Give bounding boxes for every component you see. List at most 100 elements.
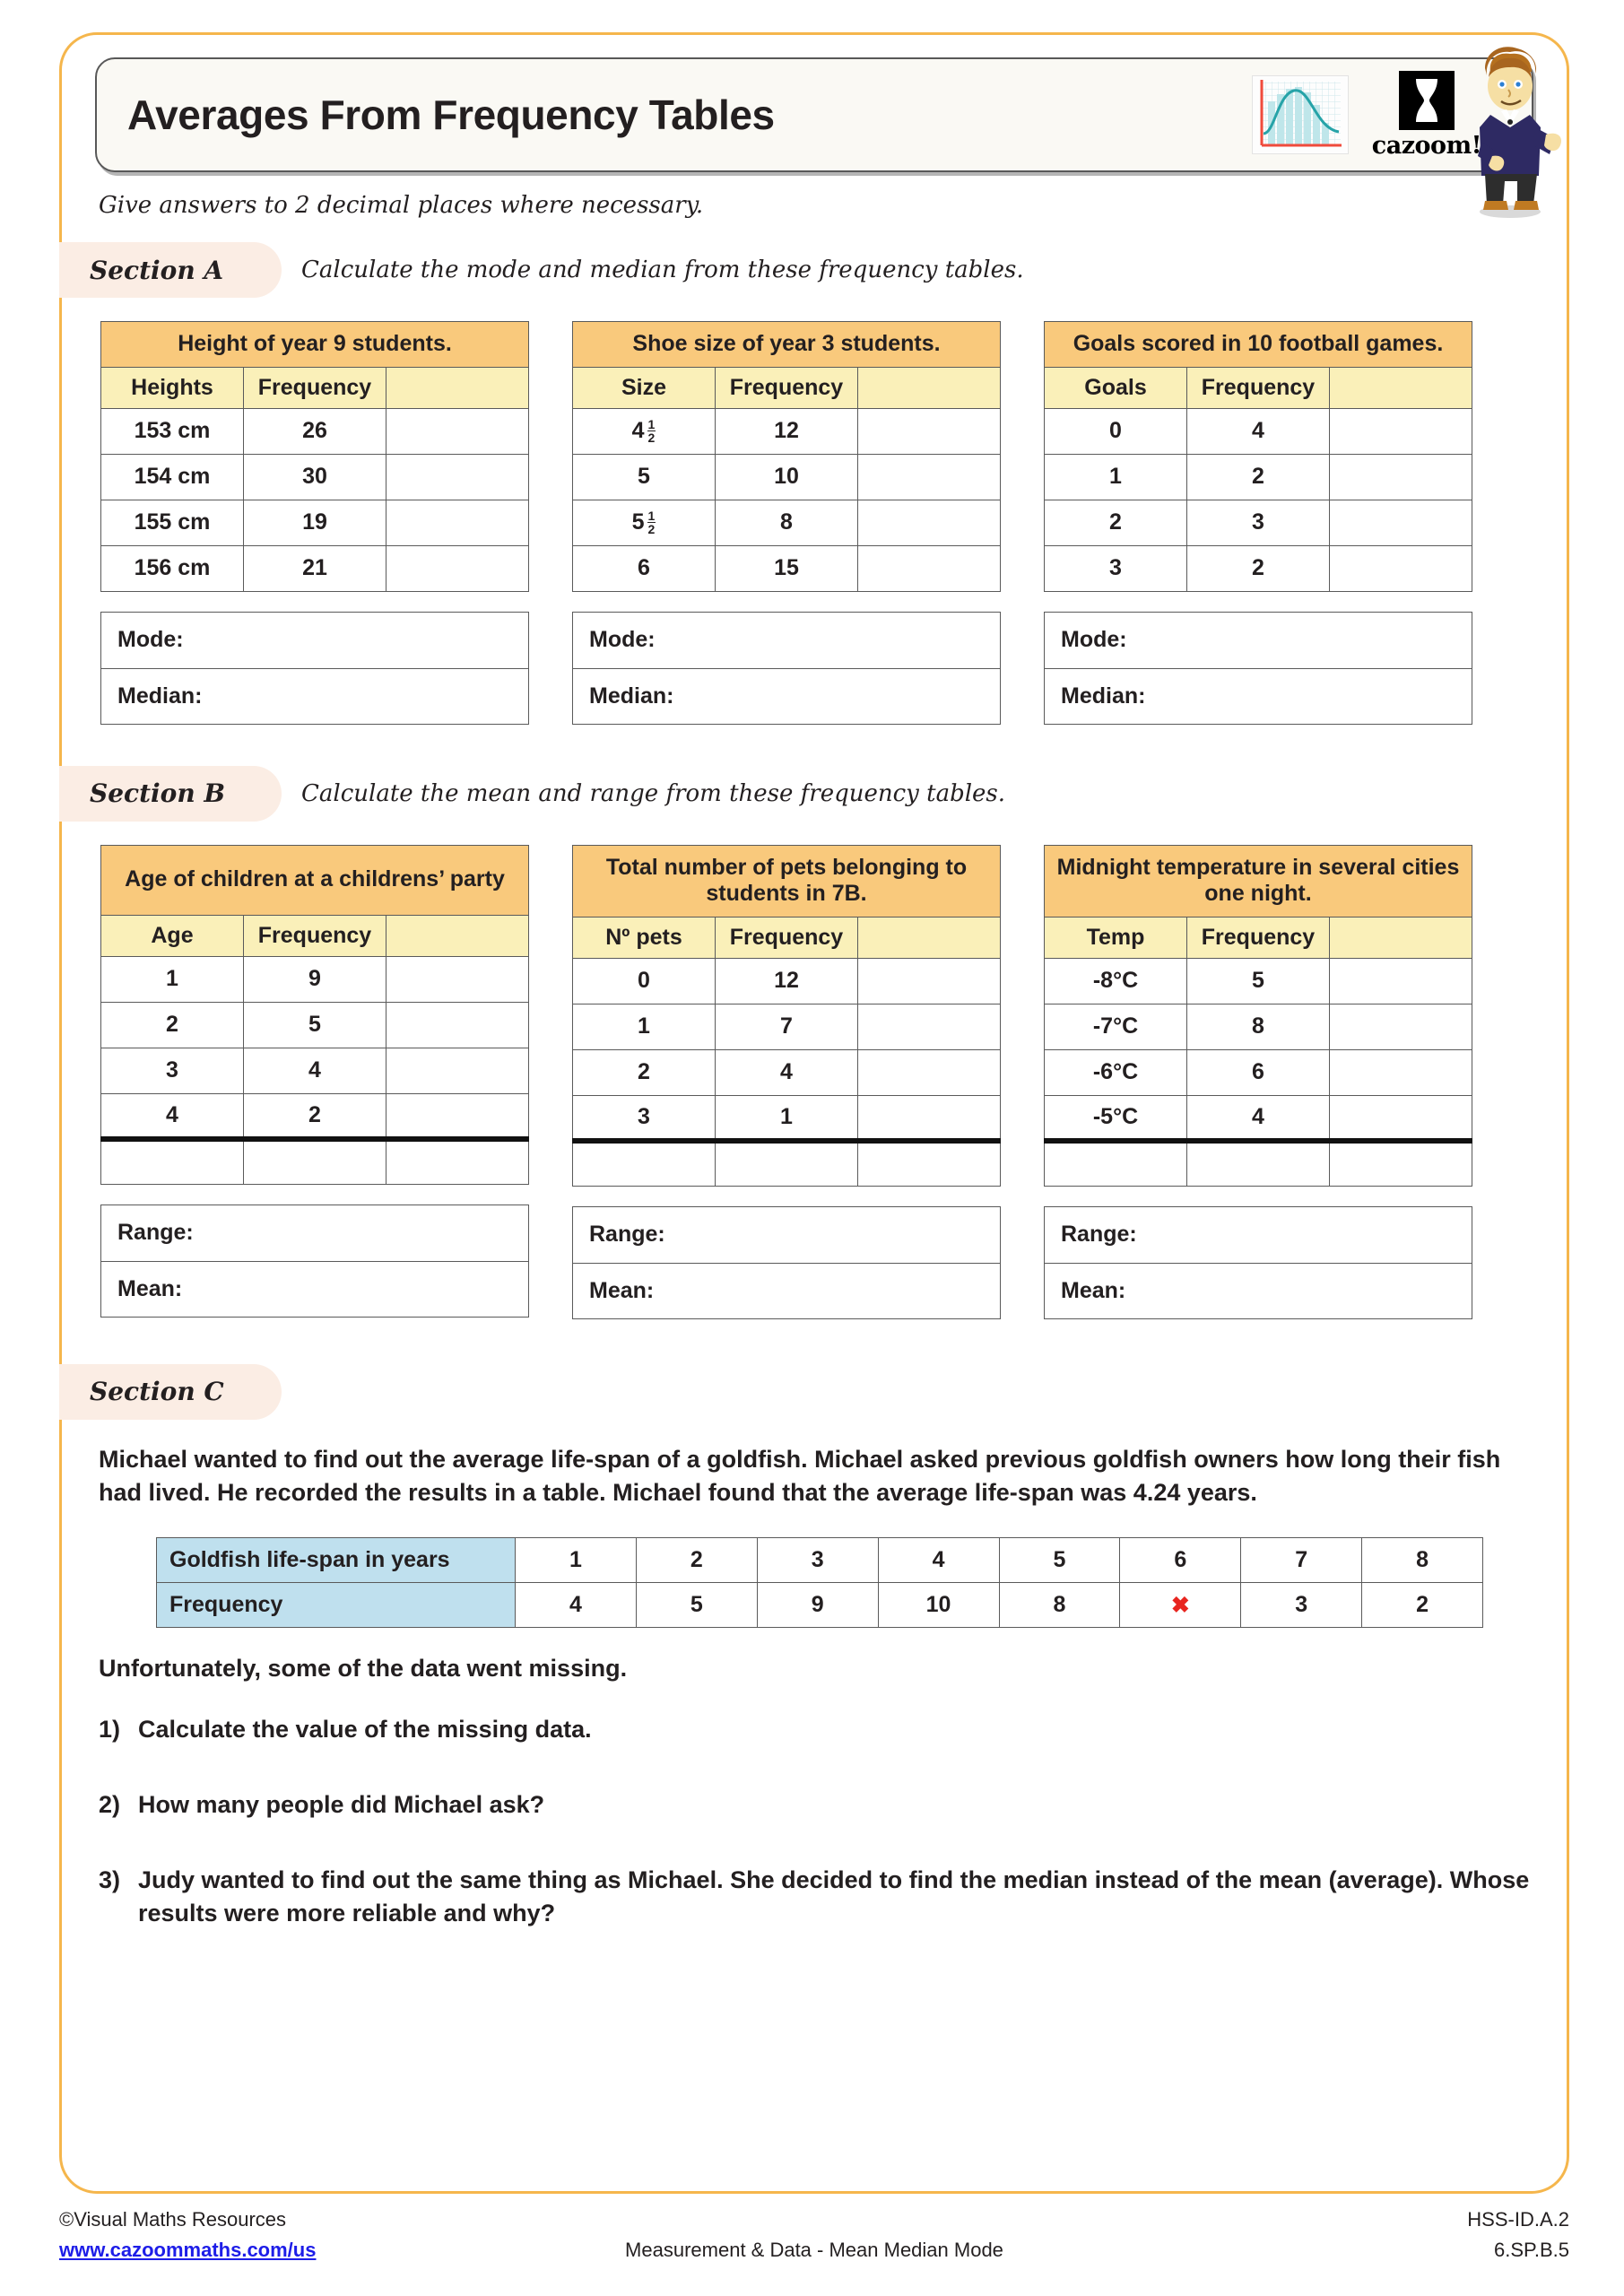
table-block-shoe-size: Shoe size of year 3 students. Size Frequ…	[572, 321, 1001, 725]
answer-box-group: Mode: Median:	[1044, 611, 1472, 725]
answer-row-mean[interactable]: Mean:	[101, 1260, 528, 1317]
frequency-table-goals: Goals scored in 10 football games. Goals…	[1044, 321, 1472, 592]
table-block-pets: Total number of pets belonging to studen…	[572, 844, 1001, 1319]
table-block-temperature: Midnight temperature in several cities o…	[1044, 844, 1472, 1319]
table-row: 1 9	[100, 955, 529, 1003]
work-cell[interactable]	[857, 1003, 1001, 1050]
footer-copyright: ©Visual Maths Resources	[59, 2208, 287, 2231]
column-header: Frequency	[715, 916, 858, 959]
lifespan-cell: 8	[1361, 1537, 1483, 1584]
section-a-tables: Height of year 9 students. Heights Frequ…	[100, 321, 1532, 725]
total-cell[interactable]	[857, 1140, 1001, 1187]
frequency-cell: 19	[243, 499, 386, 546]
work-cell[interactable]	[1329, 1094, 1472, 1144]
total-cell[interactable]	[1044, 1140, 1187, 1187]
work-cell[interactable]	[386, 453, 529, 500]
frequency-cell: 12	[715, 407, 858, 455]
total-cell[interactable]	[386, 1138, 529, 1185]
question-item: 3) Judy wanted to find out the same thin…	[99, 1864, 1530, 1932]
footer-subject: Measurement & Data - Mean Median Mode	[625, 2239, 1003, 2261]
work-cell[interactable]	[1329, 957, 1472, 1004]
table-row: -8°C 5	[1044, 957, 1472, 1004]
work-cell[interactable]	[857, 1094, 1001, 1144]
work-cell[interactable]	[1329, 544, 1472, 592]
section-a-label: Section A	[90, 255, 224, 285]
frequency-table-temperature: Midnight temperature in several cities o…	[1044, 844, 1472, 1187]
total-cell[interactable]	[1329, 1140, 1472, 1187]
answer-row-range[interactable]: Range:	[589, 1222, 665, 1247]
work-cell[interactable]	[386, 1092, 529, 1142]
worksheet-title-bar: Averages From Frequency Tables	[95, 47, 1562, 218]
answer-row-range[interactable]: Range:	[117, 1220, 194, 1245]
table-row: 1 7	[572, 1003, 1001, 1050]
question-item: 1) Calculate the value of the missing da…	[99, 1713, 1530, 1747]
work-cell[interactable]	[386, 1047, 529, 1094]
value-cell: 2	[1044, 499, 1187, 546]
question-text: Calculate the value of the missing data.	[138, 1716, 592, 1744]
value-cell: 156 cm	[100, 544, 244, 592]
question-text: Judy wanted to find out the same thing a…	[138, 1866, 1530, 1927]
table-row: 5 10	[572, 453, 1001, 500]
footer-website-link[interactable]: www.cazoommaths.com/us	[59, 2239, 317, 2261]
total-cell[interactable]	[715, 1140, 858, 1187]
answer-row-mean[interactable]: Mean:	[573, 1262, 1000, 1318]
total-cell[interactable]	[1186, 1140, 1330, 1187]
work-cell[interactable]	[857, 1048, 1001, 1096]
work-cell[interactable]	[386, 955, 529, 1003]
value-cell: -8°C	[1044, 957, 1187, 1004]
column-header-blank	[386, 366, 529, 409]
total-cell[interactable]	[572, 1140, 716, 1187]
section-b-label: Section B	[90, 778, 226, 808]
value-cell: 5	[572, 453, 716, 500]
work-cell[interactable]	[857, 407, 1001, 455]
value-cell: 154 cm	[100, 453, 244, 500]
work-cell[interactable]	[857, 957, 1001, 1004]
work-cell[interactable]	[857, 499, 1001, 546]
table-row: 153 cm 26	[100, 407, 529, 455]
answer-row-mode[interactable]: Mode:	[1061, 627, 1127, 652]
table-row: 3 2	[1044, 544, 1472, 592]
section-a-description: Calculate the mode and median from these…	[301, 257, 1024, 283]
work-cell[interactable]	[386, 499, 529, 546]
table-title: Age of children at a childrens’ party	[100, 844, 529, 916]
table-title: Total number of pets belonging to studen…	[572, 844, 1001, 918]
answer-row-range[interactable]: Range:	[1061, 1222, 1137, 1247]
answer-row-median[interactable]: Median:	[573, 667, 1000, 724]
work-cell[interactable]	[1329, 1048, 1472, 1096]
work-cell[interactable]	[386, 544, 529, 592]
frequency-cell: 2	[243, 1092, 386, 1142]
total-cell[interactable]	[100, 1138, 244, 1185]
work-cell[interactable]	[386, 1001, 529, 1048]
table-row: 2 4	[572, 1048, 1001, 1096]
answer-row-mode[interactable]: Mode:	[117, 627, 184, 652]
general-instruction: Give answers to 2 decimal places where n…	[99, 192, 704, 219]
total-cell[interactable]	[243, 1138, 386, 1185]
question-number: 1)	[99, 1716, 121, 1744]
frequency-cell: 1	[715, 1094, 858, 1144]
answer-row-mode[interactable]: Mode:	[589, 627, 656, 652]
frequency-cell: 8	[1186, 1003, 1330, 1050]
work-cell[interactable]	[1329, 453, 1472, 500]
value-cell: 153 cm	[100, 407, 244, 455]
value-cell: 3	[100, 1047, 244, 1094]
work-cell[interactable]	[857, 544, 1001, 592]
frequency-cell: 5	[1186, 957, 1330, 1004]
work-cell[interactable]	[1329, 407, 1472, 455]
page-footer: ©Visual Maths Resources HSS-ID.A.2 www.c…	[59, 2208, 1569, 2285]
frequency-cell: 15	[715, 544, 858, 592]
table-row: 154 cm 30	[100, 453, 529, 500]
answer-row-median[interactable]: Median:	[101, 667, 528, 724]
work-cell[interactable]	[1329, 1003, 1472, 1050]
table-title: Height of year 9 students.	[100, 321, 529, 368]
work-cell[interactable]	[857, 453, 1001, 500]
table-row-lifespan: Goldfish life-span in years 1 2 3 4 5 6 …	[156, 1537, 1483, 1584]
frequency-cell: 8	[998, 1582, 1121, 1629]
answer-row-median[interactable]: Median:	[1045, 667, 1472, 724]
work-cell[interactable]	[386, 407, 529, 455]
value-cell: -7°C	[1044, 1003, 1187, 1050]
column-header: Frequency	[1186, 366, 1330, 409]
answer-row-mean[interactable]: Mean:	[1045, 1262, 1472, 1318]
frequency-cell: 5	[635, 1582, 758, 1629]
section-c-lead-in: Unfortunately, some of the data went mis…	[99, 1655, 628, 1683]
work-cell[interactable]	[1329, 499, 1472, 546]
